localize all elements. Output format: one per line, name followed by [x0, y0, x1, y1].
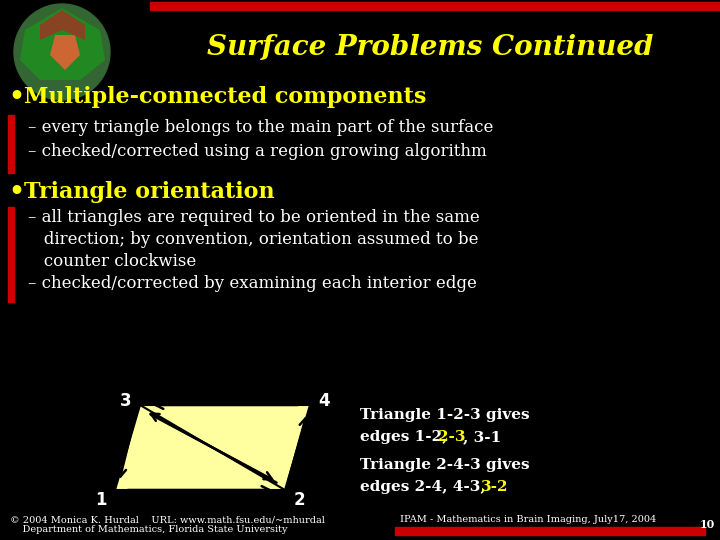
Text: 3: 3	[120, 392, 132, 410]
Text: – checked/corrected using a region growing algorithm: – checked/corrected using a region growi…	[28, 144, 487, 160]
Bar	[395, 527, 705, 535]
Polygon shape	[40, 10, 85, 40]
Text: counter clockwise: counter clockwise	[28, 253, 197, 271]
Text: 3-2: 3-2	[481, 480, 508, 494]
Polygon shape	[50, 35, 80, 70]
Text: 4: 4	[318, 392, 330, 410]
Text: Triangle orientation: Triangle orientation	[24, 181, 274, 203]
Text: Department of Mathematics, Florida State University: Department of Mathematics, Florida State…	[10, 525, 287, 535]
Polygon shape	[115, 405, 310, 490]
Text: edges 1-2,: edges 1-2,	[360, 430, 453, 444]
Text: •: •	[8, 180, 24, 204]
Text: , 3-1: , 3-1	[463, 430, 501, 444]
Text: – all triangles are required to be oriented in the same: – all triangles are required to be orien…	[28, 210, 480, 226]
Bar	[8, 207, 14, 302]
Text: © 2004 Monica K. Hurdal    URL: www.math.fsu.edu/~mhurdal: © 2004 Monica K. Hurdal URL: www.math.fs…	[10, 516, 325, 524]
Text: Triangle 2-4-3 gives: Triangle 2-4-3 gives	[360, 458, 530, 472]
Text: edges 2-4, 4-3,: edges 2-4, 4-3,	[360, 480, 491, 494]
Text: – every triangle belongs to the main part of the surface: – every triangle belongs to the main par…	[28, 119, 493, 137]
Text: Multiple-connected components: Multiple-connected components	[24, 86, 426, 108]
Text: – checked/corrected by examining each interior edge: – checked/corrected by examining each in…	[28, 275, 477, 293]
Text: IPAM - Mathematics in Brain Imaging, July17, 2004: IPAM - Mathematics in Brain Imaging, Jul…	[400, 516, 656, 524]
Circle shape	[14, 4, 110, 100]
Bar	[150, 2, 720, 10]
Text: direction; by convention, orientation assumed to be: direction; by convention, orientation as…	[28, 232, 479, 248]
Text: 1: 1	[95, 491, 107, 509]
Text: 2: 2	[293, 491, 305, 509]
Polygon shape	[20, 8, 105, 80]
Text: •: •	[8, 85, 24, 109]
Text: 10: 10	[700, 518, 715, 530]
Text: Surface Problems Continued: Surface Problems Continued	[207, 33, 653, 60]
Text: Triangle 1-2-3 gives: Triangle 1-2-3 gives	[360, 408, 530, 422]
Bar	[8, 115, 14, 173]
Text: 2-3: 2-3	[438, 430, 466, 444]
